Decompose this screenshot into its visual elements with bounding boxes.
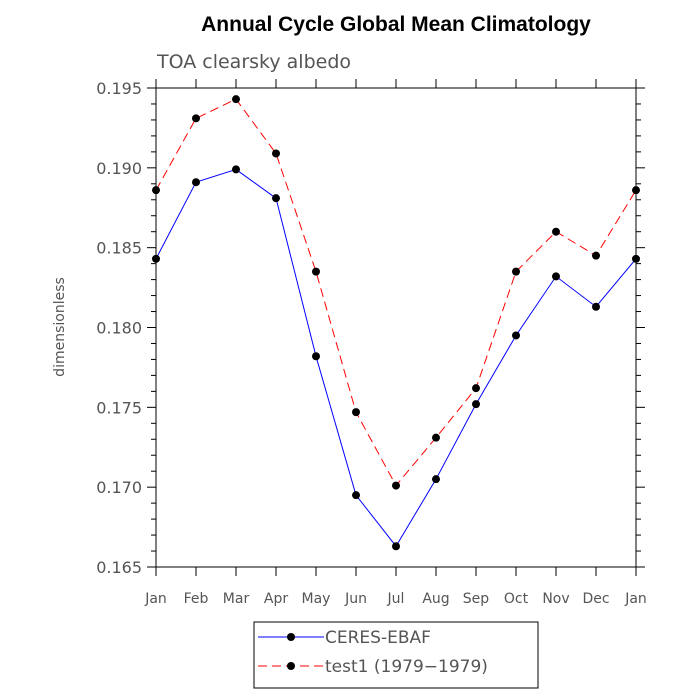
legend: CERES-EBAF test1 (1979−1979) <box>253 621 539 689</box>
series-0-point <box>512 331 520 340</box>
y-tick-label: 0.175 <box>96 398 142 417</box>
x-tick-label: Dec <box>582 591 609 607</box>
chart-title: Annual Cycle Global Mean Climatology <box>201 13 591 36</box>
series-group <box>152 95 640 551</box>
series-0-point <box>232 165 240 174</box>
x-tick-label: Jun <box>344 591 367 607</box>
y-tick-label: 0.180 <box>96 319 142 338</box>
series-0-point <box>472 400 480 409</box>
series-0-point <box>272 194 280 203</box>
series-0-point <box>392 542 400 551</box>
legend-box <box>253 621 539 689</box>
y-tick-label: 0.165 <box>96 558 142 577</box>
series-1-point <box>192 114 200 123</box>
x-tick-label: Feb <box>184 591 209 607</box>
x-tick-label: Apr <box>264 591 288 607</box>
series-0-point <box>352 491 360 500</box>
series-line-1 <box>155 98 637 487</box>
x-tick-label: Jul <box>387 591 405 607</box>
x-tick-label: Jan <box>624 591 647 607</box>
series-1-point <box>552 227 560 236</box>
legend-marker-test1 <box>287 662 295 670</box>
x-tick-label: Jan <box>144 591 167 607</box>
x-tick-label: May <box>302 591 331 607</box>
series-1-point <box>392 481 400 490</box>
series-0-point <box>432 475 440 484</box>
series-line-0 <box>155 168 637 548</box>
legend-label-test1: test1 (1979−1979) <box>325 657 488 677</box>
plot-frame <box>155 87 637 568</box>
series-1-point <box>312 267 320 276</box>
chart-subtitle: TOA clearsky albedo <box>156 51 351 73</box>
series-1-point <box>512 267 520 276</box>
x-tick-label: Aug <box>422 591 449 607</box>
y-tick-label: 0.190 <box>96 159 142 178</box>
series-1-point <box>432 433 440 442</box>
series-1-point <box>352 408 360 417</box>
series-1-point <box>592 251 600 260</box>
y-tick-label: 0.170 <box>96 478 142 497</box>
series-0-point <box>592 302 600 311</box>
series-0-point <box>552 272 560 281</box>
y-axis-label: dimensionless <box>52 277 68 377</box>
y-tick-label: 0.185 <box>96 239 142 258</box>
series-1-point <box>272 149 280 158</box>
x-tick-label: Mar <box>223 591 250 607</box>
series-0-point <box>312 352 320 361</box>
x-tick-label: Oct <box>504 591 529 607</box>
axes-group: 0.165 0.170 0.175 0.180 0.185 0.190 0.195 Jan Fe… <box>96 79 647 607</box>
x-tick-label: Nov <box>542 591 569 607</box>
legend-label-ceres-ebaf: CERES-EBAF <box>325 628 431 648</box>
series-1-point <box>472 384 480 393</box>
x-tick-label: Sep <box>463 591 490 607</box>
series-1-point <box>232 95 240 104</box>
y-tick-label: 0.195 <box>96 79 142 98</box>
series-0-point <box>192 178 200 187</box>
legend-marker-ceres-ebaf <box>287 633 295 641</box>
